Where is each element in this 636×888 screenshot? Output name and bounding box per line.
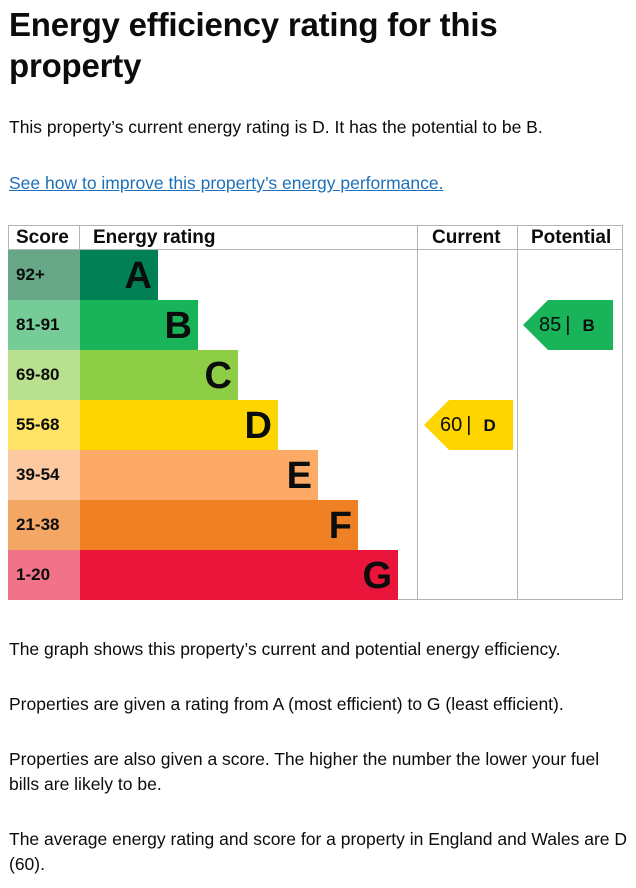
band-score-c: 69-80 [8,350,80,400]
band-bar-d: D [80,400,278,450]
band-bar-b: B [80,300,198,350]
band-score-b: 81-91 [8,300,80,350]
header-energy-rating: Energy rating [93,227,216,248]
page-title: Energy efficiency rating for this proper… [9,6,498,84]
potential-score: 85 [539,314,562,336]
band-bar-a: A [80,250,158,300]
energy-rating-chart: Score Energy rating Current Potential 92… [8,225,623,600]
average-rating-description: The average energy rating and score for … [9,829,628,874]
band-bar-f: F [80,500,358,550]
header-score: Score [16,227,69,248]
band-bar-c: C [80,350,238,400]
band-score-g: 1-20 [8,550,80,600]
header-potential: Potential [531,227,612,248]
band-score-f: 21-38 [8,500,80,550]
rating-description: Properties are given a rating from A (mo… [9,694,564,714]
potential-letter: B [582,316,595,335]
current-separator: | [466,414,472,436]
band-score-e: 39-54 [8,450,80,500]
band-bar-g: G [80,550,398,600]
header-current: Current [432,227,501,248]
band-score-a: 92+ [8,250,80,300]
potential-column-divider [517,225,518,600]
score-description: Properties are also given a score. The h… [9,749,600,794]
current-letter: D [483,416,496,435]
band-bar-e: E [80,450,318,500]
score-column-divider [79,225,80,250]
header-divider [8,249,623,250]
current-column-divider [417,225,418,600]
intro-text: This property’s current energy rating is… [9,117,543,137]
improve-energy-link[interactable]: See how to improve this property’s energ… [9,173,444,193]
band-score-d: 55-68 [8,400,80,450]
graph-description: The graph shows this property’s current … [9,639,561,659]
current-score: 60 [440,414,463,436]
potential-separator: | [565,314,571,336]
